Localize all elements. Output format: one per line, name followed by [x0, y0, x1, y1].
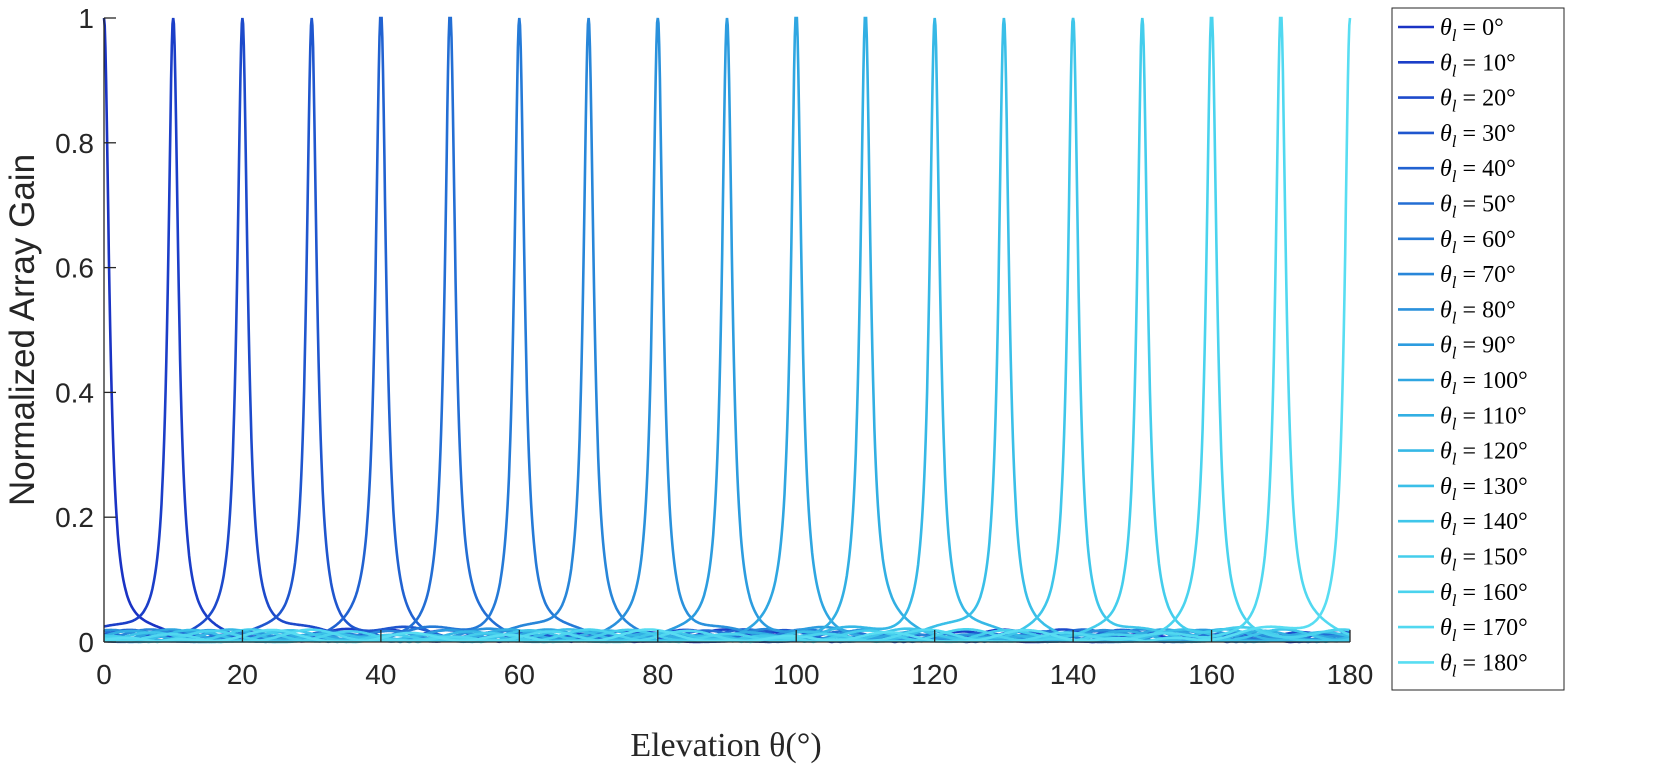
y-axis-title: Normalized Array Gain	[3, 154, 42, 506]
series-line-140	[103, 17, 1350, 644]
legend-entry: θl = 10°	[1440, 50, 1516, 80]
y-tick-label: 0.8	[55, 128, 94, 159]
series-line-90	[103, 17, 1350, 644]
series-line-130	[103, 17, 1351, 644]
legend-entry: θl = 80°	[1440, 297, 1516, 327]
legend-entry: θl = 60°	[1440, 227, 1516, 257]
series-line-120	[103, 17, 1351, 644]
y-tick-label: 0.6	[55, 253, 94, 284]
y-tick-label: 0.4	[55, 377, 94, 408]
series-line-100	[104, 16, 1350, 644]
legend-entry: θl = 180°	[1440, 650, 1528, 680]
x-tick-label: 100	[773, 659, 820, 690]
series-line-170	[103, 16, 1351, 644]
x-tick-label: 160	[1188, 659, 1235, 690]
series-line-0	[102, 17, 1351, 644]
y-tick-label: 0.2	[55, 502, 94, 533]
legend-entry: θl = 90°	[1440, 333, 1516, 363]
x-tick-label: 120	[911, 659, 958, 690]
x-axis-title: Elevation θ(°)	[630, 727, 821, 764]
series-line-50	[103, 16, 1351, 644]
x-tick-label: 40	[365, 659, 396, 690]
legend-entry: θl = 130°	[1440, 474, 1528, 504]
legend-entry: θl = 100°	[1440, 368, 1528, 398]
series-line-10	[103, 17, 1351, 644]
legend-entry: θl = 160°	[1440, 580, 1528, 610]
legend-entry: θl = 70°	[1440, 262, 1516, 292]
x-tick-label: 60	[504, 659, 535, 690]
x-tick-label: 80	[642, 659, 673, 690]
x-tick-label: 140	[1050, 659, 1097, 690]
series-line-60	[103, 17, 1350, 644]
series-line-40	[103, 16, 1351, 644]
legend-entry: θl = 20°	[1440, 86, 1516, 116]
series-line-30	[104, 17, 1351, 644]
legend-box	[1391, 7, 1565, 691]
series-line-180	[103, 17, 1352, 644]
legend-entry: θl = 140°	[1440, 509, 1528, 539]
series-line-150	[104, 17, 1351, 644]
x-tick-label: 20	[227, 659, 258, 690]
legend-entry: θl = 50°	[1440, 192, 1516, 222]
legend-entry: θl = 150°	[1440, 545, 1528, 575]
legend-entry: θl = 120°	[1440, 439, 1528, 469]
legend-entry: θl = 40°	[1440, 156, 1516, 186]
legend-entry: θl = 0°	[1440, 15, 1504, 45]
legend-entry: θl = 170°	[1440, 615, 1528, 645]
series-line-20	[103, 17, 1351, 644]
legend: θl = 0° θl = 10° θl = 20° θl = 30° θl = 40° θ…	[1391, 7, 1565, 691]
legend-entry: θl = 110°	[1440, 403, 1527, 433]
series-line-70	[103, 17, 1351, 644]
plot-area	[102, 16, 1352, 644]
series-line-110	[103, 16, 1350, 644]
y-tick-label: 1	[78, 3, 94, 34]
legend-entry: θl = 30°	[1440, 121, 1516, 151]
series-line-160	[103, 16, 1351, 644]
x-tick-label: 180	[1327, 659, 1374, 690]
axes: 0 20 40 60 80 100 120 140 160 180 0 0.2 0.4 0.6 0.8 1	[55, 3, 1373, 690]
y-tick-label: 0	[78, 627, 94, 658]
series-line-80	[103, 17, 1351, 644]
x-tick-label: 0	[96, 659, 112, 690]
